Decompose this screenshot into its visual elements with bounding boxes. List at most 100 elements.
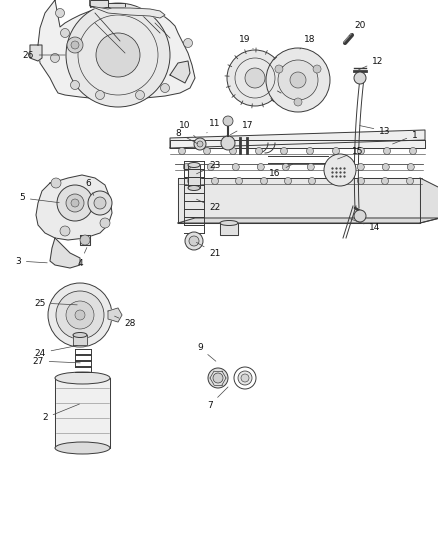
Ellipse shape xyxy=(55,372,110,384)
Circle shape xyxy=(280,148,287,155)
Text: 11: 11 xyxy=(207,118,221,133)
Circle shape xyxy=(255,148,262,155)
Circle shape xyxy=(160,84,170,93)
Polygon shape xyxy=(55,378,110,448)
Text: 16: 16 xyxy=(269,164,293,177)
Polygon shape xyxy=(108,308,122,322)
Circle shape xyxy=(66,3,170,107)
Circle shape xyxy=(406,177,413,184)
Circle shape xyxy=(71,80,80,90)
Circle shape xyxy=(290,72,306,88)
Circle shape xyxy=(135,91,145,100)
Text: 13: 13 xyxy=(360,126,391,135)
Circle shape xyxy=(313,65,321,73)
Circle shape xyxy=(245,68,265,88)
Circle shape xyxy=(50,53,60,62)
Text: 8: 8 xyxy=(175,128,198,144)
Circle shape xyxy=(266,48,330,112)
Circle shape xyxy=(354,210,366,222)
Polygon shape xyxy=(73,335,87,345)
Circle shape xyxy=(332,148,339,155)
Circle shape xyxy=(57,185,93,221)
Circle shape xyxy=(94,197,106,209)
Circle shape xyxy=(232,164,239,171)
Polygon shape xyxy=(36,175,112,240)
Text: 4: 4 xyxy=(77,247,87,268)
Circle shape xyxy=(66,301,94,329)
Polygon shape xyxy=(80,235,90,245)
Circle shape xyxy=(185,232,203,250)
Polygon shape xyxy=(170,130,425,148)
Text: 28: 28 xyxy=(114,316,136,327)
Text: 26: 26 xyxy=(22,51,65,60)
Text: 14: 14 xyxy=(350,219,381,232)
Circle shape xyxy=(278,60,318,100)
Text: 21: 21 xyxy=(196,243,221,257)
Text: 9: 9 xyxy=(197,343,216,361)
Circle shape xyxy=(381,177,389,184)
Text: 12: 12 xyxy=(359,56,384,70)
Circle shape xyxy=(384,148,391,155)
Circle shape xyxy=(204,148,211,155)
Circle shape xyxy=(357,177,364,184)
Polygon shape xyxy=(50,238,80,268)
Circle shape xyxy=(197,141,203,147)
Text: 20: 20 xyxy=(349,21,366,36)
Text: 1: 1 xyxy=(392,131,418,144)
Circle shape xyxy=(227,50,283,106)
Circle shape xyxy=(407,164,414,171)
Text: 5: 5 xyxy=(19,193,59,203)
Circle shape xyxy=(213,373,223,383)
Text: 17: 17 xyxy=(230,120,254,135)
Circle shape xyxy=(241,374,249,382)
Circle shape xyxy=(80,235,90,245)
Circle shape xyxy=(184,38,192,47)
Circle shape xyxy=(382,164,389,171)
Circle shape xyxy=(56,291,104,339)
Text: 3: 3 xyxy=(15,256,47,265)
Circle shape xyxy=(207,164,214,171)
Ellipse shape xyxy=(188,185,200,190)
Circle shape xyxy=(48,283,112,347)
Ellipse shape xyxy=(73,333,87,337)
Polygon shape xyxy=(178,178,420,223)
Circle shape xyxy=(236,177,243,184)
Circle shape xyxy=(307,148,314,155)
Circle shape xyxy=(56,9,64,18)
Circle shape xyxy=(60,226,70,236)
Text: 24: 24 xyxy=(34,345,77,358)
Circle shape xyxy=(275,65,283,73)
Circle shape xyxy=(180,69,190,77)
Circle shape xyxy=(238,371,252,385)
Text: 19: 19 xyxy=(239,35,253,49)
Text: 22: 22 xyxy=(197,199,221,213)
Circle shape xyxy=(51,178,61,188)
Polygon shape xyxy=(90,0,165,18)
Ellipse shape xyxy=(220,221,238,225)
Circle shape xyxy=(183,164,190,171)
Circle shape xyxy=(194,138,206,150)
Text: 18: 18 xyxy=(300,35,316,49)
Text: 15: 15 xyxy=(338,147,364,159)
Circle shape xyxy=(71,41,79,49)
Circle shape xyxy=(307,164,314,171)
Polygon shape xyxy=(178,218,438,223)
Circle shape xyxy=(354,72,366,84)
Text: 7: 7 xyxy=(207,387,228,409)
Circle shape xyxy=(75,310,85,320)
Circle shape xyxy=(66,194,84,212)
Circle shape xyxy=(294,98,302,106)
Text: 2: 2 xyxy=(42,404,79,423)
Circle shape xyxy=(257,164,264,171)
Circle shape xyxy=(208,368,228,388)
Text: 10: 10 xyxy=(179,122,196,138)
Ellipse shape xyxy=(188,163,200,167)
Circle shape xyxy=(357,164,364,171)
Circle shape xyxy=(230,148,237,155)
Polygon shape xyxy=(420,178,438,223)
Circle shape xyxy=(324,154,356,186)
Circle shape xyxy=(71,199,79,207)
Polygon shape xyxy=(90,0,125,7)
Circle shape xyxy=(261,177,268,184)
Polygon shape xyxy=(30,45,42,61)
